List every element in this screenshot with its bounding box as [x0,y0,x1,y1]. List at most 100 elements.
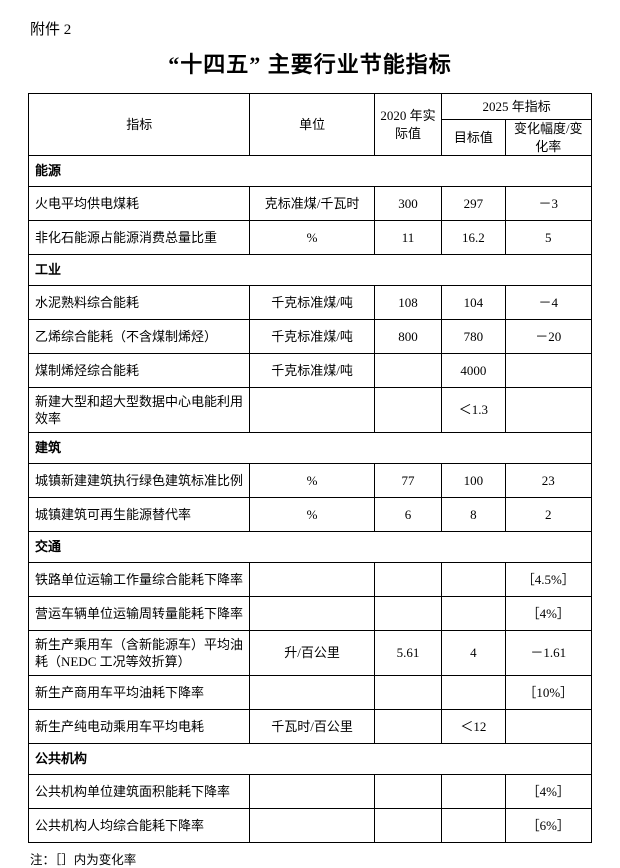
value-2020-cell: 108 [374,286,441,320]
table-row: 火电平均供电煤耗克标准煤/千瓦时300297－3 [29,187,592,221]
target-cell: ＜12 [442,710,505,744]
delta-cell: ［4%］ [505,775,592,809]
value-2020-cell [374,388,441,433]
table-row: 城镇新建建筑执行绿色建筑标准比例%7710023 [29,464,592,498]
indicator-cell: 公共机构单位建筑面积能耗下降率 [29,775,250,809]
unit-cell: % [250,498,374,532]
unit-cell: 千克标准煤/吨 [250,354,374,388]
indicator-cell: 非化石能源占能源消费总量比重 [29,221,250,255]
delta-cell: 5 [505,221,592,255]
value-2020-cell [374,354,441,388]
target-cell: 104 [442,286,505,320]
target-cell: 4 [442,631,505,676]
indicator-cell: 新生产商用车平均油耗下降率 [29,676,250,710]
delta-cell [505,710,592,744]
table-row: 营运车辆单位运输周转量能耗下降率 ［4%］ [29,597,592,631]
indicator-cell: 城镇建筑可再生能源替代率 [29,498,250,532]
page-title: “十四五” 主要行业节能指标 [28,47,592,79]
target-cell [442,809,505,843]
indicator-cell: 煤制烯烃综合能耗 [29,354,250,388]
delta-cell: ［6%］ [505,809,592,843]
indicator-cell: 新生产乘用车（含新能源车）平均油耗（NEDC 工况等效折算） [29,631,250,676]
indicator-cell: 公共机构人均综合能耗下降率 [29,809,250,843]
col-header-target: 目标值 [442,120,505,156]
target-cell: 780 [442,320,505,354]
target-cell: 8 [442,498,505,532]
table-row: 乙烯综合能耗（不含煤制烯烃）千克标准煤/吨800780－20 [29,320,592,354]
value-2020-cell [374,775,441,809]
table-row: 非化石能源占能源消费总量比重%1116.25 [29,221,592,255]
table-row: 新生产纯电动乘用车平均电耗千瓦时/百公里 ＜12 [29,710,592,744]
table-row: 铁路单位运输工作量综合能耗下降率［4.5%］ [29,563,592,597]
table-row: 煤制烯烃综合能耗千克标准煤/吨 4000 [29,354,592,388]
value-2020-cell [374,597,441,631]
delta-cell: －3 [505,187,592,221]
table-row: 新生产商用车平均油耗下降率 ［10%］ [29,676,592,710]
col-header-2020: 2020 年实际值 [374,94,441,156]
value-2020-cell: 5.61 [374,631,441,676]
table-row: 新生产乘用车（含新能源车）平均油耗（NEDC 工况等效折算）升/百公里5.614… [29,631,592,676]
delta-cell: ［4%］ [505,597,592,631]
table-row: 新建大型和超大型数据中心电能利用效率 ＜1.3 [29,388,592,433]
col-header-unit: 单位 [250,94,374,156]
value-2020-cell [374,563,441,597]
section-header: 建筑 [29,433,592,464]
delta-cell [505,388,592,433]
table-row: 水泥熟料综合能耗千克标准煤/吨108104－4 [29,286,592,320]
delta-cell: ［4.5%］ [505,563,592,597]
section-header: 能源 [29,156,592,187]
value-2020-cell: 800 [374,320,441,354]
unit-cell: 升/百公里 [250,631,374,676]
table-row: 公共机构人均综合能耗下降率 ［6%］ [29,809,592,843]
col-header-2025-group: 2025 年指标 [442,94,592,120]
target-cell [442,597,505,631]
target-cell [442,563,505,597]
col-header-delta: 变化幅度/变化率 [505,120,592,156]
target-cell: 4000 [442,354,505,388]
delta-cell: 23 [505,464,592,498]
table-row: 公共机构单位建筑面积能耗下降率 ［4%］ [29,775,592,809]
delta-cell: ［10%］ [505,676,592,710]
indicator-cell: 新生产纯电动乘用车平均电耗 [29,710,250,744]
value-2020-cell: 300 [374,187,441,221]
footnote: 注：［］内为变化率 [28,849,592,868]
unit-cell [250,597,374,631]
indicator-cell: 城镇新建建筑执行绿色建筑标准比例 [29,464,250,498]
target-cell: 16.2 [442,221,505,255]
indicator-cell: 乙烯综合能耗（不含煤制烯烃） [29,320,250,354]
target-cell: 297 [442,187,505,221]
target-cell [442,676,505,710]
col-header-indicator: 指标 [29,94,250,156]
unit-cell [250,809,374,843]
delta-cell: －1.61 [505,631,592,676]
value-2020-cell [374,676,441,710]
value-2020-cell: 77 [374,464,441,498]
delta-cell: －20 [505,320,592,354]
target-cell: 100 [442,464,505,498]
unit-cell: 千克标准煤/吨 [250,320,374,354]
unit-cell [250,563,374,597]
attachment-label: 附件 2 [30,18,592,39]
indicators-table: 指标 单位 2020 年实际值 2025 年指标 目标值 变化幅度/变化率 能源… [28,93,592,843]
unit-cell [250,388,374,433]
unit-cell: % [250,221,374,255]
delta-cell: －4 [505,286,592,320]
unit-cell: % [250,464,374,498]
delta-cell: 2 [505,498,592,532]
unit-cell: 千瓦时/百公里 [250,710,374,744]
value-2020-cell: 6 [374,498,441,532]
section-header: 公共机构 [29,744,592,775]
unit-cell: 千克标准煤/吨 [250,286,374,320]
target-cell: ＜1.3 [442,388,505,433]
indicator-cell: 水泥熟料综合能耗 [29,286,250,320]
indicator-cell: 营运车辆单位运输周转量能耗下降率 [29,597,250,631]
unit-cell [250,775,374,809]
target-cell [442,775,505,809]
unit-cell [250,676,374,710]
indicator-cell: 新建大型和超大型数据中心电能利用效率 [29,388,250,433]
indicator-cell: 火电平均供电煤耗 [29,187,250,221]
section-header: 交通 [29,532,592,563]
section-header: 工业 [29,255,592,286]
value-2020-cell [374,710,441,744]
value-2020-cell [374,809,441,843]
